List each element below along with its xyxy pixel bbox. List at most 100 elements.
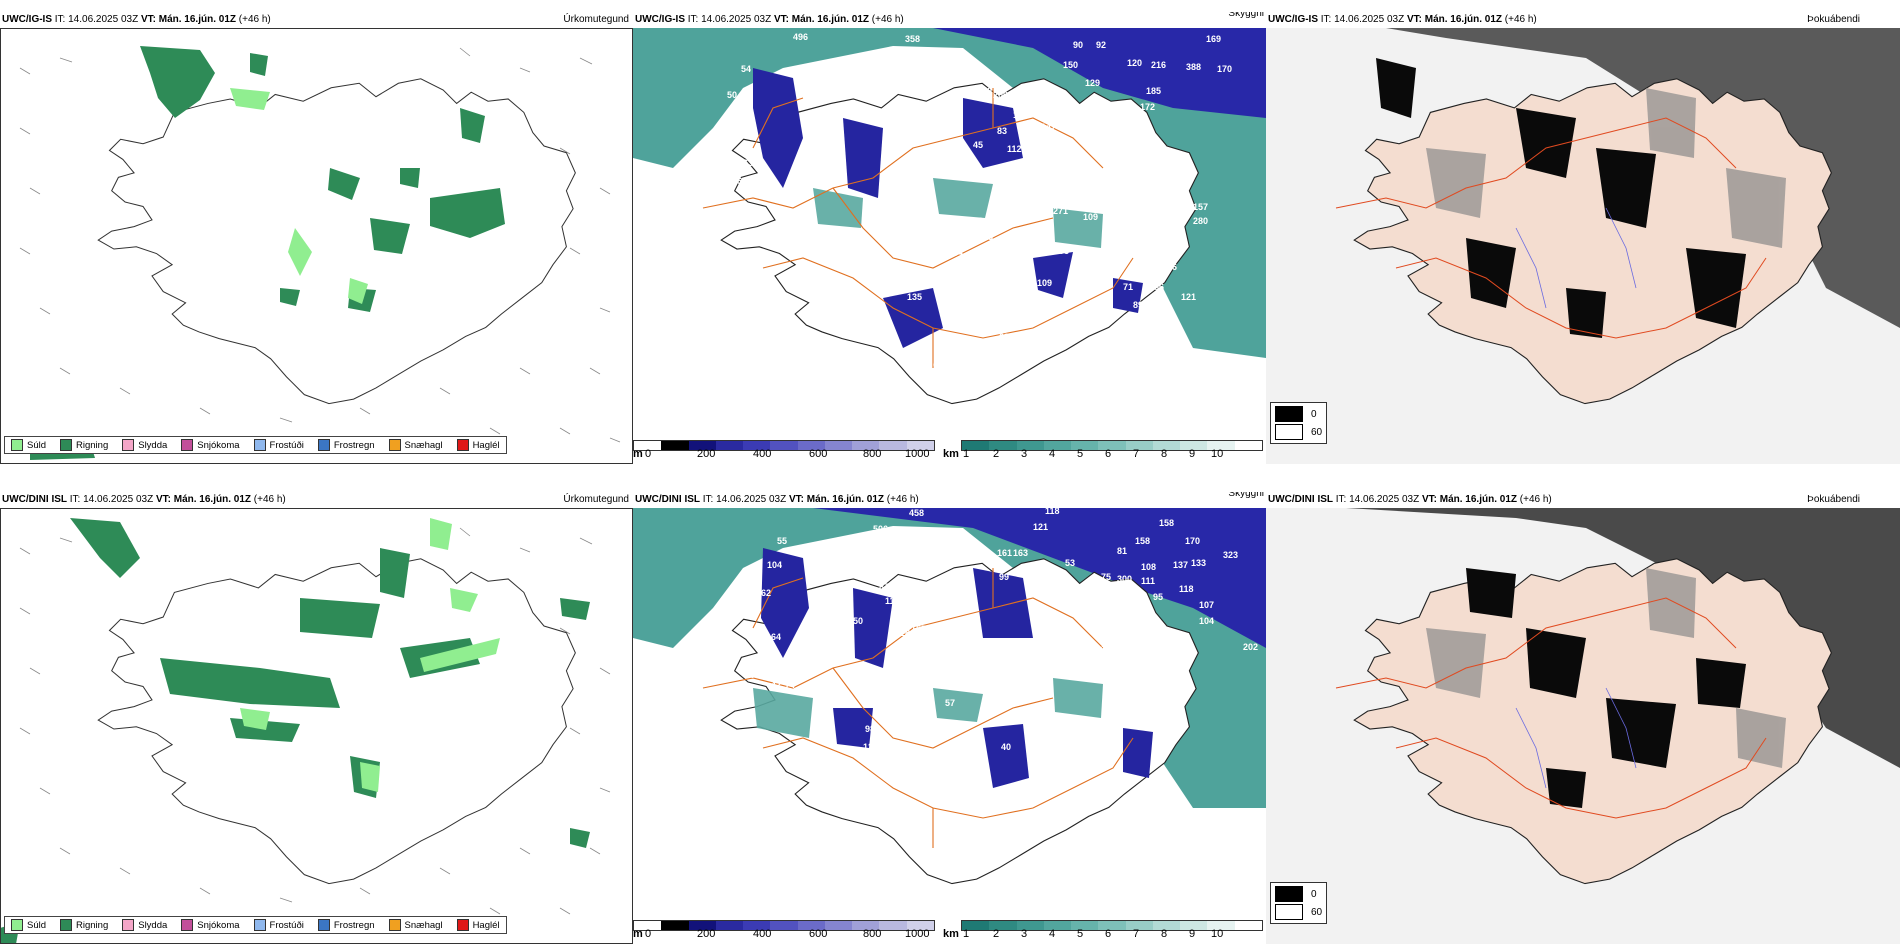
low-vis-areas bbox=[761, 548, 1153, 788]
svg-text:169: 169 bbox=[1206, 34, 1221, 44]
fog-map bbox=[1266, 508, 1900, 944]
svg-text:103: 103 bbox=[1013, 110, 1028, 120]
swatch bbox=[60, 439, 73, 451]
swatch bbox=[1275, 886, 1303, 902]
svg-text:133: 133 bbox=[927, 380, 942, 390]
drizzle-areas bbox=[240, 518, 500, 792]
svg-text:176: 176 bbox=[923, 860, 938, 870]
svg-text:95: 95 bbox=[1035, 562, 1045, 572]
lead-time: (+46 h) bbox=[871, 14, 904, 25]
svg-text:300: 300 bbox=[1117, 574, 1132, 584]
svg-text:87: 87 bbox=[879, 582, 889, 592]
svg-text:104: 104 bbox=[1199, 616, 1214, 626]
svg-text:350: 350 bbox=[1129, 210, 1144, 220]
legend-item: 0 bbox=[1275, 885, 1322, 903]
svg-text:58: 58 bbox=[959, 346, 969, 356]
svg-text:202: 202 bbox=[1243, 642, 1258, 652]
fog-map bbox=[1266, 28, 1900, 464]
svg-text:75: 75 bbox=[775, 672, 785, 682]
svg-text:133: 133 bbox=[1191, 558, 1206, 568]
precip-map bbox=[0, 508, 633, 944]
svg-text:147: 147 bbox=[1041, 122, 1056, 132]
fog-legend: 0 60 bbox=[1270, 882, 1328, 924]
svg-text:87: 87 bbox=[925, 604, 935, 614]
svg-text:92: 92 bbox=[1047, 664, 1057, 674]
svg-text:59: 59 bbox=[903, 586, 913, 596]
init-time: IT: 14.06.2025 03Z bbox=[1335, 494, 1420, 505]
svg-text:353: 353 bbox=[1095, 180, 1110, 190]
svg-text:388: 388 bbox=[1186, 62, 1201, 72]
model-name: UWC/DINI ISL bbox=[635, 494, 700, 505]
product-name: Þokuábendi bbox=[1807, 14, 1860, 25]
svg-text:63: 63 bbox=[865, 840, 875, 850]
svg-text:48: 48 bbox=[873, 252, 883, 262]
legend-item: Frostúði bbox=[253, 439, 304, 451]
svg-text:118: 118 bbox=[1045, 508, 1060, 516]
cbar-strip bbox=[961, 920, 1263, 931]
svg-text:128: 128 bbox=[895, 628, 910, 638]
svg-text:458: 458 bbox=[909, 508, 924, 518]
cbar-unit: km bbox=[943, 928, 959, 940]
svg-text:506: 506 bbox=[873, 524, 888, 534]
svg-text:799: 799 bbox=[948, 230, 963, 240]
svg-text:95: 95 bbox=[1153, 592, 1163, 602]
valid-time: VT: Mán. 16.jún. 01Z bbox=[1421, 494, 1517, 505]
svg-text:163: 163 bbox=[1013, 548, 1028, 558]
legend-item: Frostúði bbox=[253, 919, 304, 931]
low-vis-areas bbox=[753, 68, 1143, 348]
panel-header: UWC/IG-IS IT: 14.06.2025 03Z VT: Mán. 16… bbox=[0, 12, 633, 28]
legend-item: Súld bbox=[11, 439, 46, 451]
svg-text:170: 170 bbox=[1051, 618, 1066, 628]
svg-text:594: 594 bbox=[1113, 650, 1128, 660]
svg-text:280: 280 bbox=[1193, 216, 1208, 226]
legend-item: Snæhagl bbox=[388, 439, 443, 451]
svg-text:68: 68 bbox=[933, 360, 943, 370]
svg-text:118: 118 bbox=[1179, 584, 1194, 594]
panel-header: UWC/DINI ISL IT: 14.06.2025 03Z VT: Mán.… bbox=[0, 492, 633, 508]
svg-text:81: 81 bbox=[1117, 546, 1127, 556]
svg-text:107: 107 bbox=[1199, 600, 1214, 610]
mid-vis-areas bbox=[753, 678, 1103, 738]
lead-time: (+46 h) bbox=[238, 14, 271, 25]
valid-time: VT: Mán. 16.jún. 01Z bbox=[140, 14, 236, 25]
svg-text:92: 92 bbox=[1096, 40, 1106, 50]
svg-text:87: 87 bbox=[885, 568, 895, 578]
legend-item: Slydda bbox=[122, 919, 167, 931]
init-time: IT: 14.06.2025 03Z bbox=[1320, 14, 1405, 25]
swatch bbox=[253, 919, 266, 931]
init-time: IT: 14.06.2025 03Z bbox=[69, 494, 154, 505]
panel-header: UWC/DINI ISL IT: 14.06.2025 03Z VT: Mán.… bbox=[633, 492, 1266, 508]
svg-text:111: 111 bbox=[1141, 576, 1155, 586]
svg-text:86: 86 bbox=[1097, 620, 1107, 630]
legend-item: Rigning bbox=[60, 439, 108, 451]
cbar-unit: m bbox=[633, 448, 643, 460]
svg-text:97: 97 bbox=[989, 558, 999, 568]
svg-text:94: 94 bbox=[925, 246, 935, 256]
svg-text:41: 41 bbox=[1007, 336, 1017, 346]
swatch bbox=[1275, 904, 1303, 920]
svg-text:135: 135 bbox=[907, 292, 922, 302]
svg-text:129: 129 bbox=[1085, 78, 1100, 88]
svg-text:93: 93 bbox=[1063, 296, 1073, 306]
bottom-fog-panel: UWC/DINI ISL IT: 14.06.2025 03Z VT: Mán.… bbox=[1266, 492, 1900, 944]
svg-text:137: 137 bbox=[1173, 560, 1188, 570]
swatch bbox=[181, 919, 194, 931]
svg-text:90: 90 bbox=[869, 694, 879, 704]
svg-text:170: 170 bbox=[1217, 64, 1232, 74]
svg-text:121: 121 bbox=[1033, 522, 1048, 532]
fog-dark-patches bbox=[1376, 58, 1746, 338]
svg-text:496: 496 bbox=[793, 32, 808, 42]
roads bbox=[702, 88, 1134, 368]
svg-text:100: 100 bbox=[745, 670, 760, 680]
svg-text:56: 56 bbox=[993, 356, 1003, 366]
svg-text:59: 59 bbox=[973, 216, 983, 226]
svg-text:120: 120 bbox=[1127, 58, 1142, 68]
svg-text:170: 170 bbox=[1185, 536, 1200, 546]
svg-text:82: 82 bbox=[943, 636, 953, 646]
legend-item: Snjókoma bbox=[181, 439, 240, 451]
svg-text:157: 157 bbox=[1193, 202, 1208, 212]
legend-item: Snæhagl bbox=[388, 919, 443, 931]
svg-text:555: 555 bbox=[1073, 158, 1088, 168]
svg-text:89: 89 bbox=[1133, 300, 1143, 310]
model-name: UWC/DINI ISL bbox=[2, 494, 67, 505]
